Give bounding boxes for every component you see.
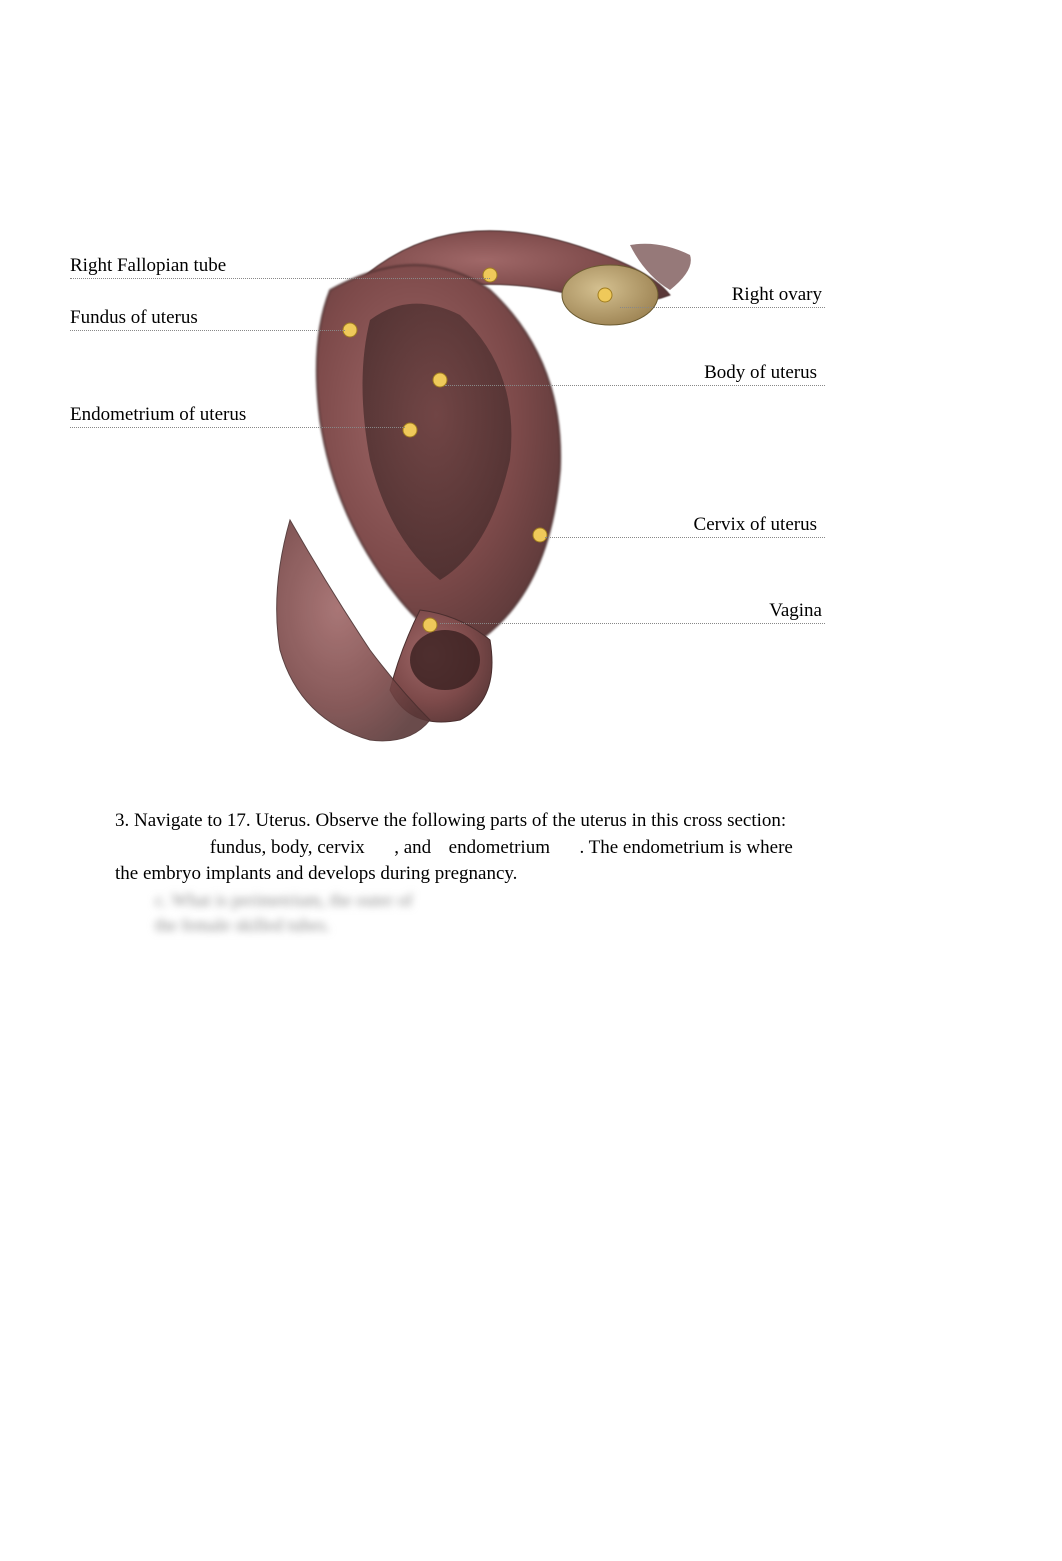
- label-vagina: Vagina: [769, 600, 822, 622]
- leader-line: [620, 307, 825, 308]
- para-part3: , and: [394, 837, 431, 858]
- blurred-preview: c. What is perimetrium, the outer of the…: [155, 888, 435, 938]
- blurred-line1: c. What is perimetrium, the outer of: [155, 888, 435, 913]
- blurred-line2: the female skilled tubes.: [155, 913, 435, 938]
- label-right-ovary: Right ovary: [732, 284, 822, 306]
- label-endometrium: Endometrium of uterus: [70, 404, 246, 426]
- leader-line: [545, 537, 825, 538]
- para-part1: 3. Navigate to 17. Uterus. Observe the f…: [115, 810, 786, 831]
- leader-line: [70, 278, 490, 279]
- label-body-uterus: Body of uterus: [704, 362, 817, 384]
- label-fallopian-tube: Right Fallopian tube: [70, 255, 226, 277]
- anatomy-diagram: [250, 220, 710, 760]
- para-fill1: fundus,: [210, 837, 266, 858]
- para-part2: body, cervix: [271, 837, 365, 858]
- label-fundus: Fundus of uterus: [70, 307, 198, 329]
- instruction-paragraph: 3. Navigate to 17. Uterus. Observe the f…: [115, 808, 795, 888]
- leader-line: [70, 330, 345, 331]
- label-cervix: Cervix of uterus: [694, 514, 817, 536]
- leader-line: [445, 385, 825, 386]
- leader-line: [440, 623, 825, 624]
- leader-line: [70, 427, 405, 428]
- para-fill2: endometrium: [449, 837, 550, 858]
